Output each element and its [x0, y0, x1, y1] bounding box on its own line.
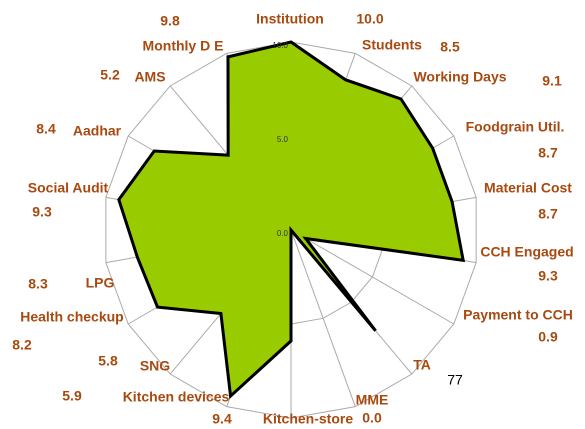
value-label: 8.4 [36, 121, 56, 137]
value-label: 0.0 [362, 410, 382, 426]
spoke [290, 229, 356, 407]
category-label: Institution [256, 11, 324, 27]
category-label: Social Audit [28, 180, 109, 196]
category-label: CCH Engaged [480, 244, 573, 260]
annotation: 77 [447, 372, 463, 388]
category-label: Foodgrain Util. [466, 119, 565, 135]
category-label: LPG [86, 275, 115, 291]
category-label: AMS [134, 69, 165, 85]
category-label: Aadhar [73, 123, 122, 139]
category-label: MME [356, 392, 389, 408]
value-label: 9.3 [32, 204, 52, 220]
r-tick-label: 10.0 [272, 41, 288, 50]
value-label: 10.0 [356, 11, 383, 27]
category-label: Monthly D E [143, 38, 224, 54]
category-label: Material Cost [484, 180, 572, 196]
value-label: 9.3 [538, 268, 558, 284]
value-label: 9.4 [212, 411, 232, 427]
category-label: Students [362, 37, 422, 53]
spoke [290, 229, 455, 325]
category-label: Kitchen-store [263, 411, 353, 427]
value-label: 8.5 [440, 39, 460, 55]
value-label: 9.1 [542, 73, 562, 89]
value-label: 0.9 [538, 329, 558, 345]
r-tick-label: 5.0 [277, 135, 289, 144]
category-label: TA [413, 357, 431, 373]
category-label: SNG [140, 358, 170, 374]
value-label: 8.7 [538, 145, 558, 161]
value-label: 8.3 [28, 276, 48, 292]
value-label: 5.9 [62, 388, 82, 404]
value-label: 5.8 [98, 353, 118, 369]
radar-area [117, 40, 466, 400]
value-label: 8.7 [538, 206, 558, 222]
category-label: Payment to CCH [463, 307, 573, 323]
value-label: 5.2 [100, 67, 120, 83]
value-label: 8.2 [12, 337, 32, 353]
r-tick-label: 0.0 [277, 229, 289, 238]
value-label: 9.8 [160, 13, 180, 29]
category-label: Kitchen devices [123, 389, 230, 405]
category-label: Health checkup [20, 309, 123, 325]
category-label: Working Days [413, 69, 506, 85]
